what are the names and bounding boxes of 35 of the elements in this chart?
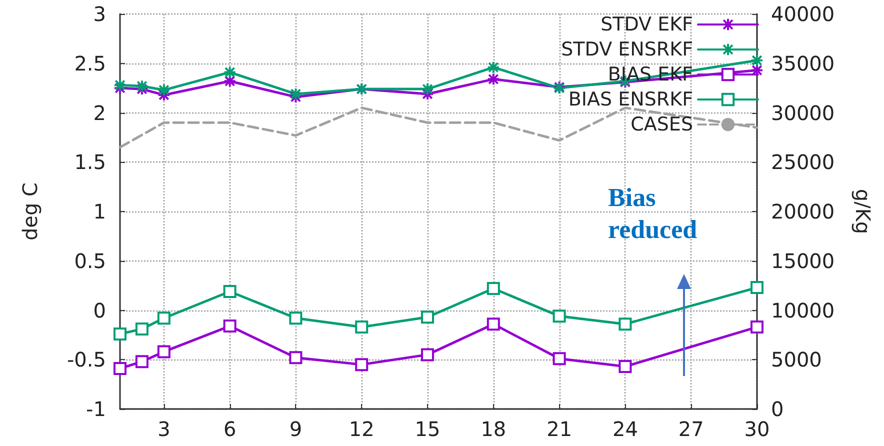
- x-tick-label: 12: [348, 417, 374, 441]
- y-tick-label: 2.5: [74, 51, 106, 76]
- y2-tick-label: 0: [771, 397, 784, 421]
- x-tick-label: 24: [612, 417, 638, 441]
- legend-label: STDV ENSRKF: [561, 38, 693, 60]
- x-tick-label: 3: [158, 417, 170, 441]
- y-tick-label: 1.5: [74, 150, 106, 174]
- y-tick-label: 1: [93, 200, 106, 224]
- y2-tick-label: 15000: [771, 248, 835, 273]
- x-tick-label: 6: [223, 417, 236, 441]
- annotation: Bias reduced: [608, 182, 698, 246]
- x-tick-label: 18: [480, 417, 506, 441]
- y2-tick-label: 30000: [771, 100, 835, 125]
- y-axis-title: deg C: [18, 182, 42, 241]
- y2-tick-label: 25000: [771, 150, 835, 174]
- x-tick-label: 9: [289, 417, 302, 441]
- y2-tick-label: 40000: [771, 2, 835, 26]
- y2-tick-label: 5000: [771, 348, 822, 372]
- y-tick-label: 2: [93, 100, 106, 125]
- y2-tick-label: 35000: [771, 51, 835, 76]
- legend-label: CASES: [630, 114, 693, 136]
- x-tick-label: 30: [744, 417, 770, 441]
- y-tick-label: 3: [93, 2, 106, 26]
- y-tick-label: 0: [93, 298, 106, 322]
- y-tick-label: -1: [86, 397, 106, 421]
- y-tick-label: -0.5: [66, 348, 106, 372]
- x-tick-label: 21: [546, 417, 572, 441]
- x-tick-label: 27: [678, 417, 704, 441]
- y2-tick-label: 10000: [771, 298, 835, 322]
- x-tick-label: 15: [414, 417, 440, 441]
- y2-tick-label: 20000: [771, 200, 835, 224]
- y-tick-label: 0.5: [74, 248, 106, 273]
- y2-axis-title: g/Kg: [851, 188, 875, 234]
- legend-label: BIAS ENSRKF: [568, 88, 693, 110]
- legend-label: STDV EKF: [600, 14, 693, 36]
